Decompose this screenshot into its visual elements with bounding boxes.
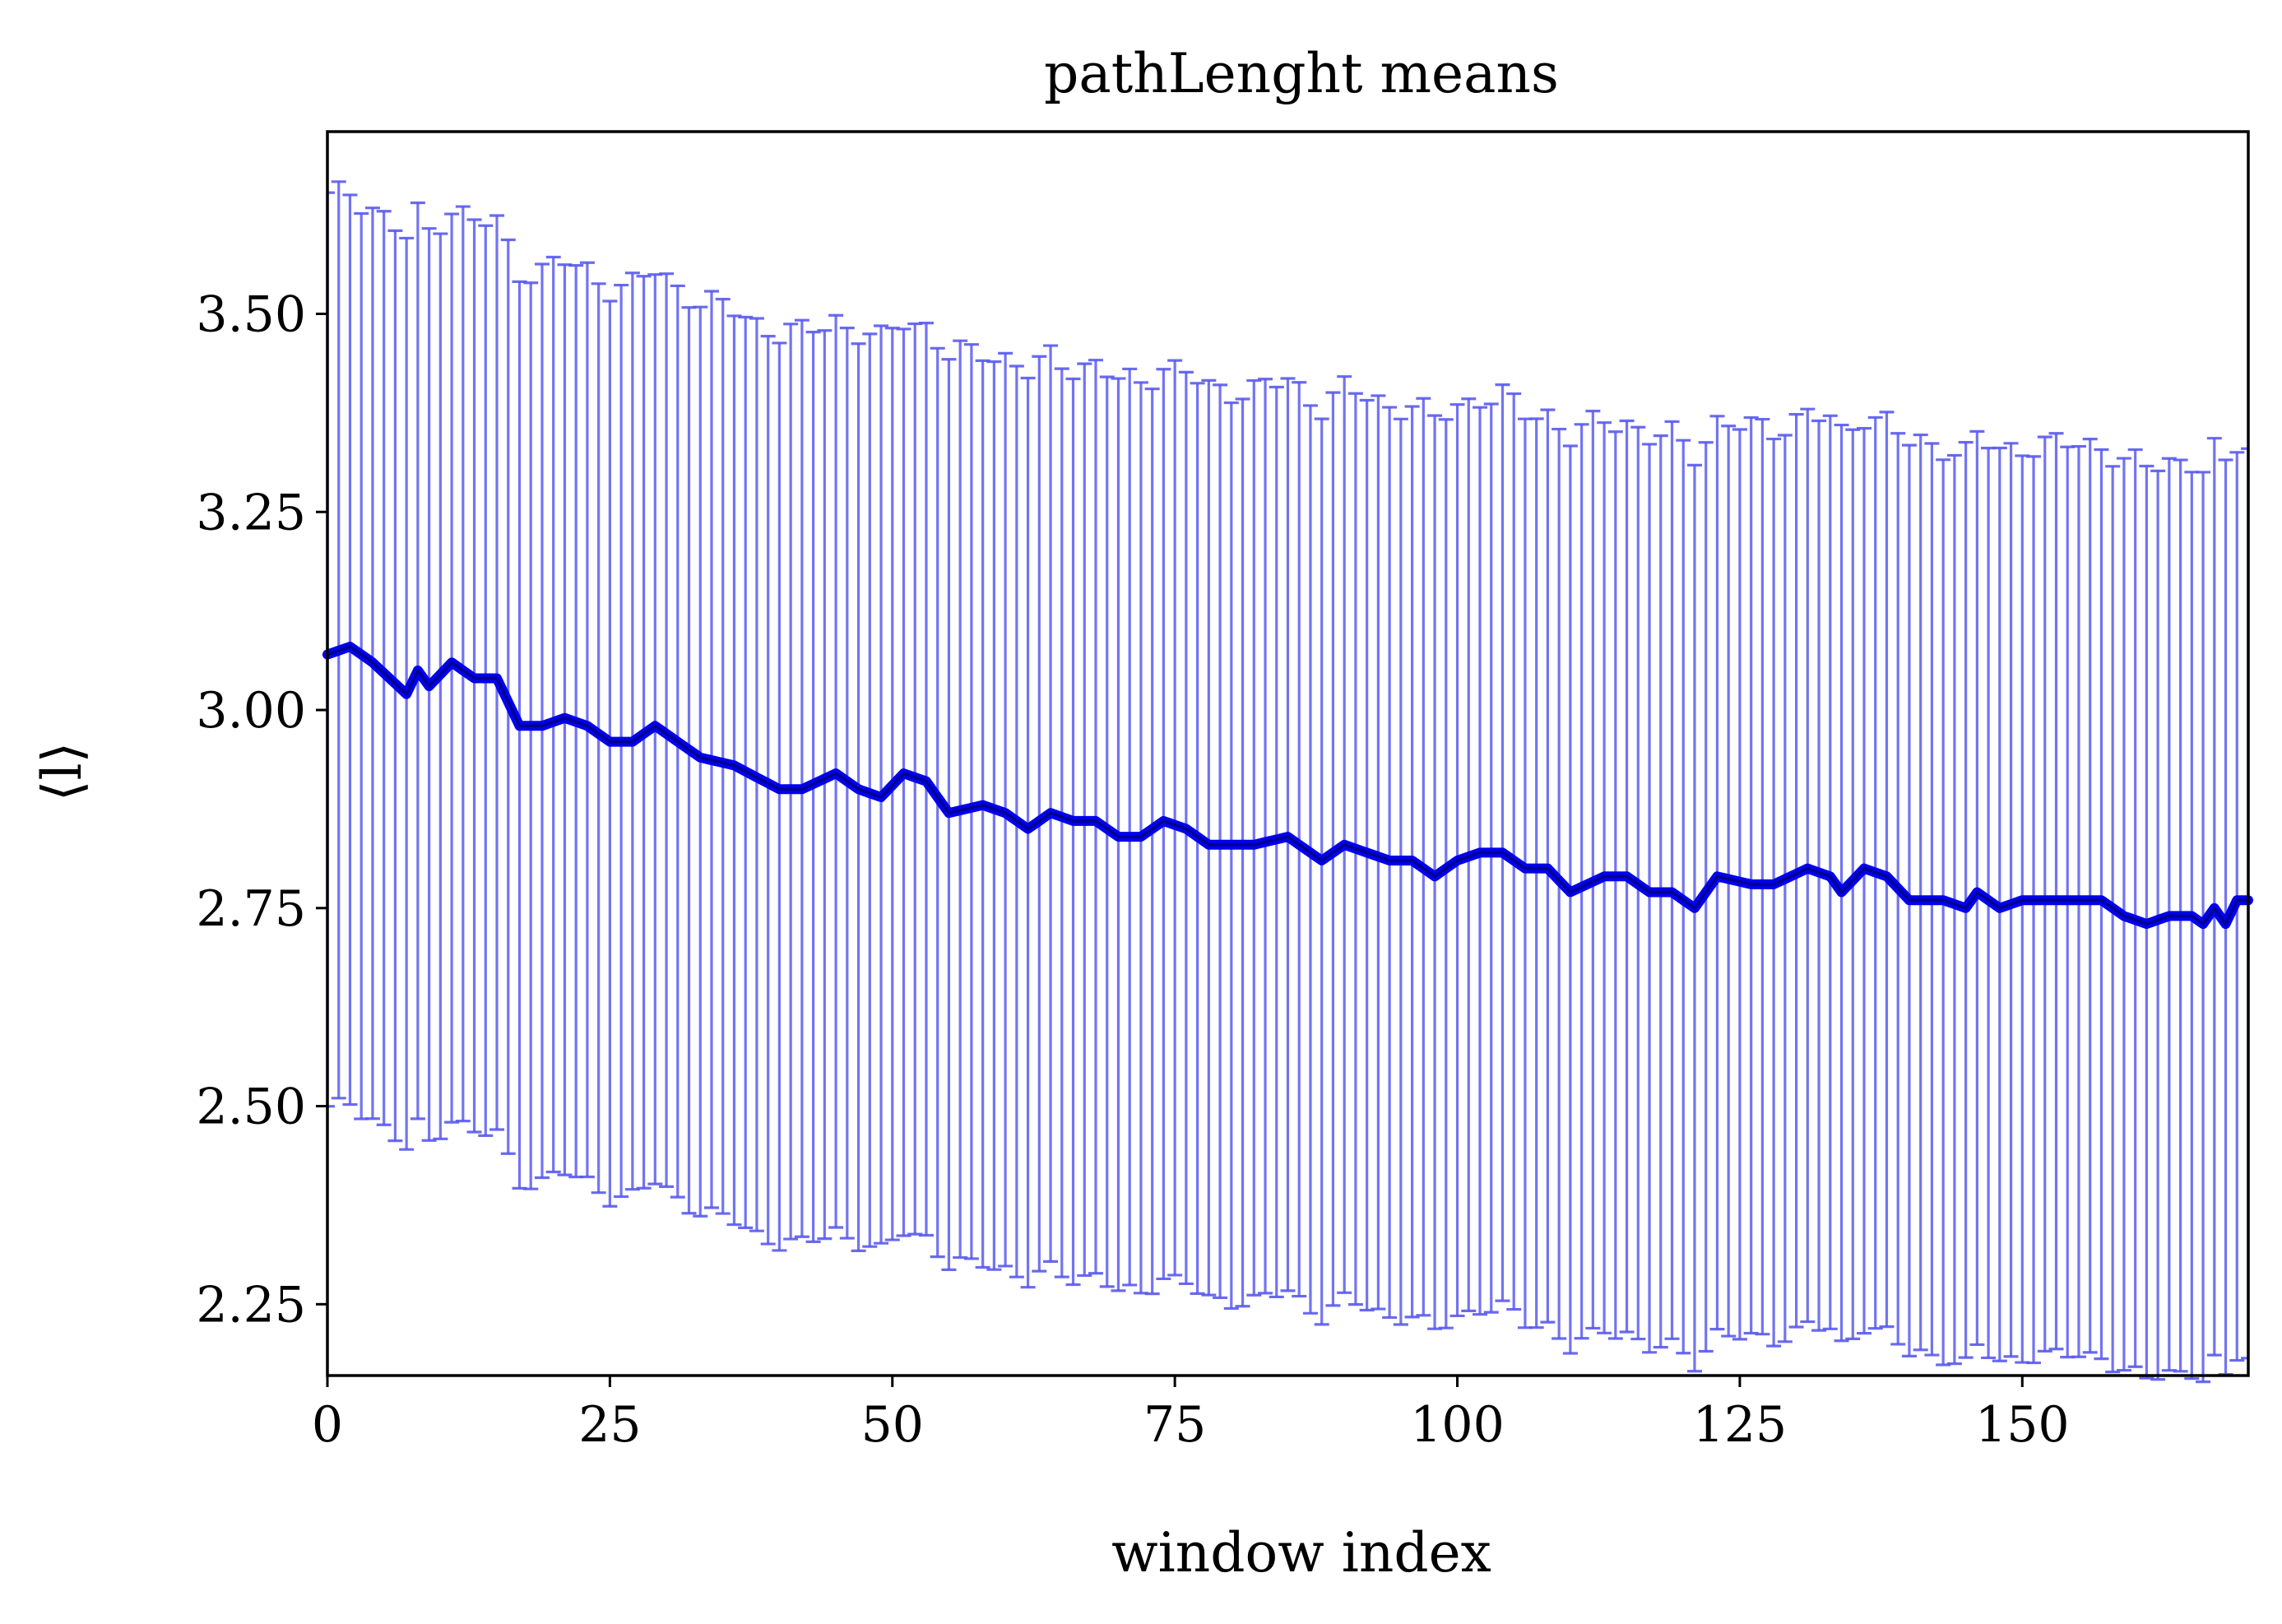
y-tick-label: 3.00 (196, 682, 306, 740)
mean-series-core (327, 645, 2248, 926)
y-tick-label: 2.25 (196, 1276, 306, 1334)
x-tick-label: 150 (1975, 1396, 2070, 1454)
x-tick-label: 125 (1693, 1396, 1788, 1454)
error-bars (326, 181, 2250, 1382)
x-tick-label: 100 (1410, 1396, 1505, 1454)
plot-frame (326, 130, 2250, 1377)
chart-title: pathLenght means (1044, 42, 1559, 105)
y-axis-label: ⟨l⟩ (30, 742, 94, 802)
y-tick-label: 3.50 (196, 286, 306, 344)
x-tick-label: 25 (578, 1396, 641, 1454)
y-axis-ticks: 2.25 2.50 2.75 3.00 3.25 3.50 (196, 286, 327, 1334)
x-tick-label: 75 (1143, 1396, 1206, 1454)
error-bar-caps (327, 180, 2248, 1384)
x-axis-ticks: 0 25 50 75 100 125 150 (312, 1376, 2070, 1454)
x-tick-label: 0 (312, 1396, 343, 1454)
x-axis-label: window index (1111, 1521, 1491, 1585)
y-tick-label: 2.75 (196, 880, 306, 938)
y-tick-label: 3.25 (196, 484, 306, 541)
y-tick-label: 2.50 (196, 1079, 306, 1136)
x-tick-label: 50 (861, 1396, 924, 1454)
